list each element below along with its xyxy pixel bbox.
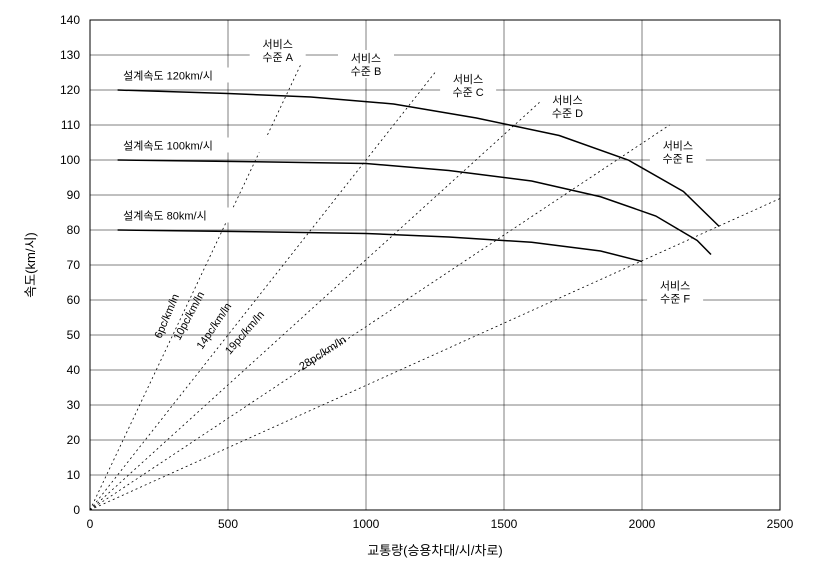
y-tick-label: 140	[60, 13, 80, 27]
y-tick-label: 60	[67, 293, 81, 307]
y-tick-label: 50	[67, 328, 81, 342]
los-label-line2: 수준 E	[663, 153, 694, 166]
y-tick-label: 0	[73, 503, 80, 517]
density-line	[90, 199, 780, 511]
y-tick-label: 40	[67, 363, 81, 377]
curve-label: 설계속도 100km/시	[123, 140, 213, 153]
x-tick-label: 0	[87, 517, 94, 531]
los-label-line1: 서비스	[552, 94, 582, 107]
x-axis-title: 교통량(승용차대/시/차로)	[367, 543, 502, 558]
y-tick-label: 20	[67, 433, 81, 447]
los-label-line1: 서비스	[663, 140, 693, 153]
density-label: 28pc/km/ln	[297, 334, 348, 373]
x-tick-label: 2000	[629, 517, 656, 531]
y-tick-label: 130	[60, 48, 80, 62]
los-label-line1: 서비스	[660, 280, 690, 293]
los-label-line2: 수준 B	[351, 65, 382, 78]
x-tick-label: 2500	[767, 517, 794, 531]
y-tick-label: 100	[60, 153, 80, 167]
los-label-line2: 수준 C	[452, 86, 483, 99]
y-tick-label: 90	[67, 188, 81, 202]
chart-svg: 0 500 1000 1500 2000 2500 0 10 20 30 40 50 60 70 80 90 1…	[0, 0, 817, 575]
x-tick-label: 1000	[353, 517, 380, 531]
y-axis-title: 속도(km/시)	[23, 232, 38, 297]
y-tick-label: 30	[67, 398, 81, 412]
los-label-line2: 수준 F	[660, 293, 690, 306]
x-tick-label: 1500	[491, 517, 518, 531]
los-label-line2: 수준 A	[262, 51, 293, 64]
y-tick-label: 80	[67, 223, 81, 237]
curve-label: 설계속도 120km/시	[123, 70, 213, 83]
density-line	[90, 55, 305, 510]
speed-curve	[118, 160, 711, 255]
los-label-line1: 서비스	[453, 73, 483, 86]
density-line	[90, 125, 670, 510]
y-tick-label: 70	[67, 258, 81, 272]
density-line	[90, 97, 545, 510]
curve-label: 설계속도 80km/시	[123, 210, 207, 223]
speed-curve	[118, 230, 642, 262]
los-label-line2: 수준 D	[552, 107, 583, 120]
los-label-line1: 서비스	[262, 38, 292, 51]
y-tick-label: 110	[61, 118, 80, 132]
speed-flow-chart: 0 500 1000 1500 2000 2500 0 10 20 30 40 50 60 70 80 90 1…	[0, 0, 817, 575]
y-tick-label: 10	[67, 468, 81, 482]
y-tick-label: 120	[60, 83, 80, 97]
x-tick-label: 500	[218, 517, 238, 531]
los-label-line1: 서비스	[351, 52, 381, 65]
